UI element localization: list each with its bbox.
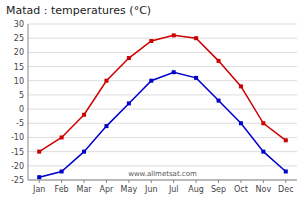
grid-line <box>28 24 297 25</box>
marker <box>82 113 86 117</box>
x-tick <box>173 180 174 183</box>
grid-line <box>28 109 297 110</box>
marker <box>261 121 265 125</box>
marker <box>149 39 153 43</box>
marker <box>239 121 243 125</box>
y-tick-label: 25 <box>14 34 24 43</box>
x-tick-label: Sep <box>211 185 226 194</box>
grid-line <box>28 80 297 81</box>
plot-area <box>37 33 288 179</box>
x-tick <box>106 180 107 183</box>
y-tick-label: 15 <box>14 63 24 72</box>
y-tick-label: 20 <box>14 48 24 57</box>
marker <box>172 70 176 74</box>
grid-line <box>28 151 297 152</box>
series-line <box>39 72 286 177</box>
grid-line <box>28 123 297 124</box>
x-tick-label: Mar <box>76 185 92 194</box>
marker <box>37 175 41 179</box>
marker <box>149 79 153 83</box>
marker <box>104 124 108 128</box>
chart: Matad : temperatures (°C) -25 -20 -15 -10 -5 0… <box>0 0 305 200</box>
x-tick-label: Aug <box>188 185 204 194</box>
grid-line <box>28 94 297 95</box>
x-tick-label: Feb <box>55 185 69 194</box>
x-tick <box>240 180 241 183</box>
marker <box>194 36 198 40</box>
y-tick-label: -15 <box>11 148 24 157</box>
x-tick <box>196 180 197 183</box>
marker <box>127 56 131 60</box>
x-tick <box>285 180 286 183</box>
marker <box>284 138 288 142</box>
x-tick-label: May <box>121 185 138 194</box>
marker <box>239 84 243 88</box>
marker <box>217 99 221 103</box>
y-tick-label: -10 <box>11 133 24 142</box>
marker <box>60 135 64 139</box>
y-tick-label: -25 <box>11 176 24 185</box>
x-tick <box>84 180 85 183</box>
x-tick <box>218 180 219 183</box>
x-tick-label: Apr <box>100 185 115 194</box>
y-tick-label: 0 <box>19 105 24 114</box>
x-axis-line <box>28 180 297 181</box>
x-tick-label: Jun <box>144 185 158 194</box>
grid-line <box>28 137 297 138</box>
title: Matad : temperatures (°C) <box>6 4 151 17</box>
marker <box>194 76 198 80</box>
y-tick-label: 5 <box>19 91 24 100</box>
x-tick-label: Jul <box>168 185 179 194</box>
y-tick-label: -20 <box>11 162 24 171</box>
grid-line <box>28 52 297 53</box>
marker <box>37 150 41 154</box>
x-tick-label: Nov <box>256 185 272 194</box>
x-tick <box>39 180 40 183</box>
marker <box>172 33 176 37</box>
y-tick-label: 30 <box>14 20 24 29</box>
watermark: www.allmetsat.com <box>128 170 197 178</box>
y-axis-line <box>28 24 29 180</box>
y-tick-label: 10 <box>14 77 24 86</box>
x-tick-label: Oct <box>234 185 248 194</box>
x-tick <box>151 180 152 183</box>
marker <box>127 101 131 105</box>
marker <box>104 79 108 83</box>
y-tick-label: -5 <box>16 119 24 128</box>
x-tick-label: Jan <box>32 185 45 194</box>
x-tick <box>128 180 129 183</box>
x-tick <box>263 180 264 183</box>
marker <box>261 150 265 154</box>
x-tick-label: Dec <box>278 185 293 194</box>
grid-line <box>28 180 297 181</box>
marker <box>60 169 64 173</box>
grid-line <box>28 66 297 67</box>
marker <box>284 169 288 173</box>
marker <box>82 150 86 154</box>
marker <box>217 59 221 63</box>
x-tick <box>61 180 62 183</box>
